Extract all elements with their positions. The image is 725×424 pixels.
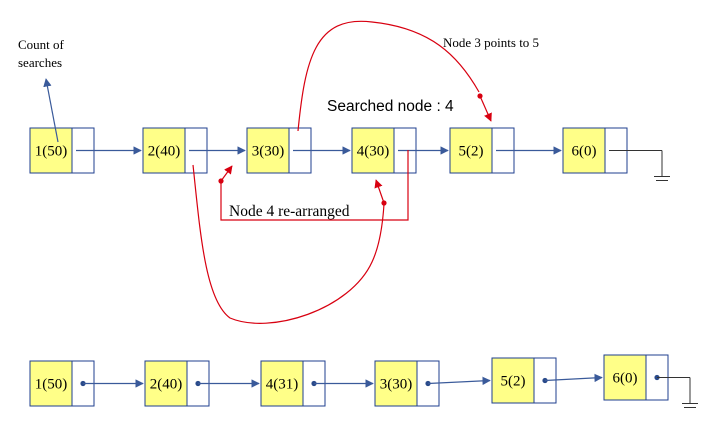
node-label: 3(30) [252,144,285,160]
node-data-cell [351,127,395,174]
node4-bracket [220,150,409,221]
node4-bracket-arrow [220,165,233,182]
before-node-5: 5(2) [449,127,562,174]
node-label: 1(50) [35,144,68,160]
node-label: 1(50) [35,377,68,393]
after-node-3: 4(31) [260,360,374,407]
node-data-cell [29,360,73,407]
before-node-2: 2(40) [142,127,246,174]
before-node-6: 6(0) [562,127,670,181]
count-annotation: Count of searches [18,37,65,143]
node2-to-node4-arrow [374,179,385,204]
count-arrow [43,78,59,143]
node3-points-curve [297,20,480,132]
after-node-4: 3(30) [374,360,491,407]
ground-icon [682,377,698,408]
node3-points-label: Node 3 points to 5 [443,35,539,50]
node-data-cell [374,360,418,407]
node-label: 2(40) [150,377,183,393]
node-label: 4(30) [357,144,390,160]
node3-points-arrow [479,95,492,122]
node-data-cell [562,127,606,174]
ground-icon [654,150,670,181]
node2-to-node4-curve [192,164,385,324]
next-pointer-arrow [427,376,491,386]
after-node-5: 5(2) [491,357,603,404]
node-data-cell [260,360,304,407]
after-list: 1(50) 2(40) 4(31) 3(30) 5(2) 6(0) [29,354,698,408]
count-label-line2: searches [18,55,62,70]
node-label: 4(31) [266,377,299,393]
node-data-cell [449,127,493,174]
node-data-cell [29,127,73,174]
node-data-cell [603,354,647,401]
after-node-6: 6(0) [603,354,698,408]
after-node-1: 1(50) [29,360,144,407]
searched-node-label: Searched node : 4 [327,98,454,115]
before-node-3: 3(30) [246,127,351,174]
node-label: 2(40) [148,144,181,160]
node-label: 3(30) [380,377,413,393]
next-pointer-arrow [544,373,603,383]
node-data-cell [144,360,188,407]
node-data-cell [142,127,186,174]
before-node-1: 1(50) [29,127,142,174]
count-label-line1: Count of [18,37,65,52]
before-node-4: 4(30) [351,127,449,174]
node-label: 5(2) [501,374,526,390]
node4-rearranged-label: Node 4 re-arranged [229,203,350,220]
node-label: 6(0) [613,371,638,387]
node3-points-annotation: Node 3 points to 5 [297,20,539,132]
node-label: 5(2) [459,144,484,160]
after-node-2: 2(40) [144,360,260,407]
before-list: 1(50) 2(40) 3(30) 4(30) 5(2) 6(0) [29,127,670,181]
node-label: 6(0) [572,144,597,160]
node-data-cell [491,357,535,404]
node4-rearranged-annotation: Node 4 re-arranged [192,150,409,324]
